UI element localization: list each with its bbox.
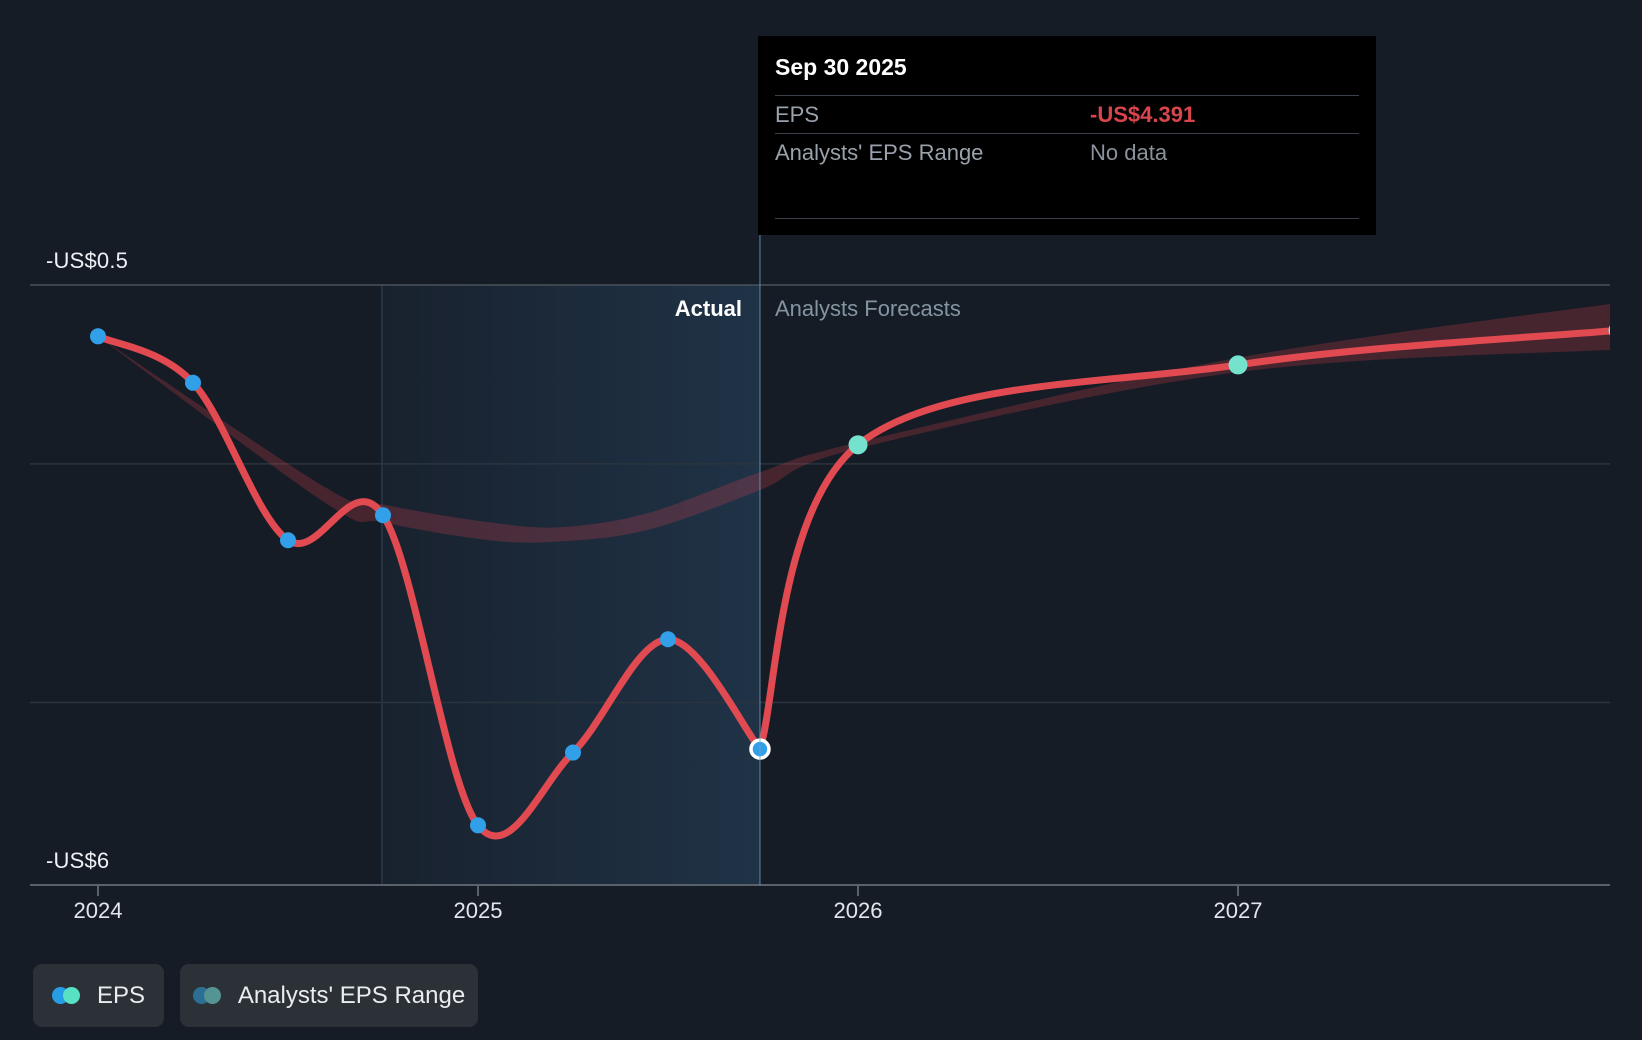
legend-item-eps[interactable]: EPS [33,964,164,1027]
tooltip-row-eps: EPS -US$4.391 [775,95,1359,133]
eps-point-actual[interactable] [660,631,676,648]
range-legend-dots-icon [192,987,221,1004]
tooltip-range-value: No data [1090,139,1168,165]
eps-actual-line [94,332,764,840]
eps-point-forecast[interactable] [1228,355,1248,375]
x-tick-2026: 2026 [833,898,883,923]
eps-point-actual[interactable] [185,374,201,391]
eps-point-actual[interactable] [90,328,106,345]
legend-item-eps-range[interactable]: Analysts' EPS Range [180,964,478,1027]
eps-legend-dots-icon [51,987,80,1004]
actual-highlight-region [381,285,760,885]
chart-tooltip: Sep 30 2025 EPS -US$4.391 Analysts' EPS … [758,36,1376,235]
legend-eps-label: EPS [96,981,146,1009]
x-tick-2025: 2025 [453,898,503,923]
legend-range-label: Analysts' EPS Range [237,981,466,1009]
legend-dot-teal-icon [62,987,80,1004]
tooltip-eps-label: EPS [775,101,820,127]
analysts-eps-range-band [98,304,1610,543]
x-tick-2027: 2027 [1213,898,1263,923]
eps-point-forecast[interactable] [848,435,868,455]
eps-point-actual[interactable] [280,532,296,549]
eps-forecast-line [756,327,1610,753]
tooltip-bottom-divider [775,218,1359,219]
tooltip-eps-value: -US$4.391 [1090,101,1196,127]
actual-section-label: Actual [674,296,742,321]
tooltip-date-title: Sep 30 2025 [775,54,907,80]
x-tick-2024: 2024 [73,898,123,923]
y-axis-label-bottom: -US$6 [46,848,110,873]
tooltip-range-label: Analysts' EPS Range [775,139,984,165]
forecast-section-label: Analysts Forecasts [775,296,961,321]
eps-point-actual[interactable] [565,744,581,761]
legend-dot-darkteal-icon [203,987,221,1004]
tooltip-row-eps-range: Analysts' EPS Range No data [775,133,1359,171]
eps-point-actual[interactable] [375,507,391,524]
eps-point-forecast[interactable] [1608,321,1628,340]
eps-point-actual[interactable] [470,817,486,834]
y-axis-label-top: -US$0.5 [46,248,129,273]
